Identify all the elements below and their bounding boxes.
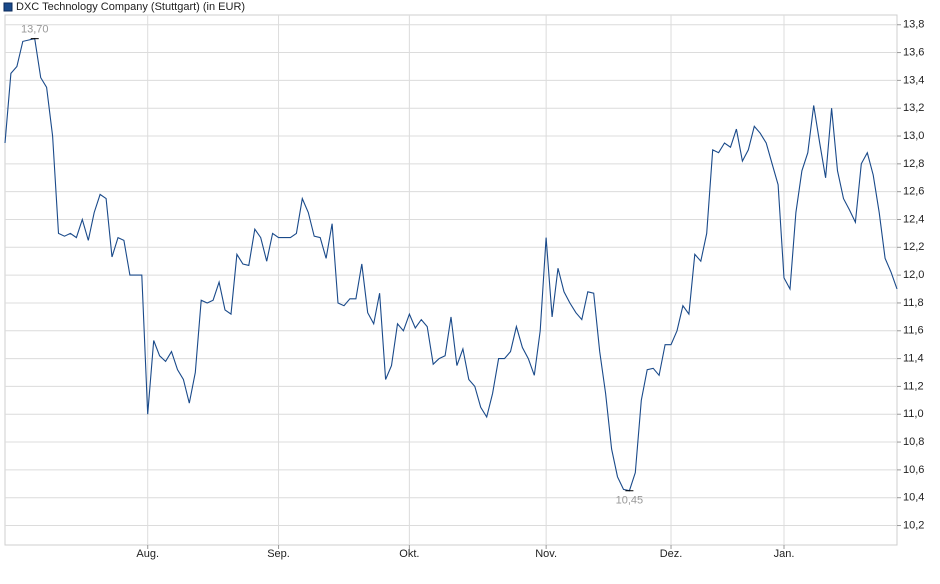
price-line	[4, 37, 898, 492]
y-tick-label: 13,4	[903, 74, 924, 86]
y-tick-label: 11,2	[903, 380, 924, 392]
plot-frame	[4, 14, 898, 546]
y-tick-label: 13,6	[903, 46, 924, 58]
y-tick-label: 11,8	[903, 297, 924, 309]
y-tick-label: 13,2	[903, 102, 924, 114]
x-tick-label: Sep.	[267, 548, 290, 560]
chart-title: DXC Technology Company (Stuttgart) (in E…	[16, 1, 245, 13]
y-tick-label: 11,0	[903, 408, 924, 420]
y-tick-label: 10,6	[903, 464, 924, 476]
y-tick-label: 12,6	[903, 186, 924, 198]
x-tick-label: Dez.	[660, 548, 683, 560]
x-tick-label: Okt.	[399, 548, 419, 560]
extreme-label: 10,45	[616, 495, 644, 507]
y-tick-label: 10,2	[903, 519, 924, 531]
x-tick-label: Jan.	[774, 548, 795, 560]
y-tick-label: 12,4	[903, 213, 924, 225]
y-tick-label: 12,2	[903, 241, 924, 253]
y-tick-label: 13,0	[903, 130, 924, 142]
y-tick-label: 12,0	[903, 269, 924, 281]
y-tick-label: 10,8	[903, 436, 924, 448]
legend-swatch	[3, 2, 13, 12]
x-tick-label: Aug.	[136, 548, 159, 560]
x-tick-label: Nov.	[535, 548, 557, 560]
y-tick-label: 10,4	[903, 492, 924, 504]
y-tick-label: 11,6	[903, 325, 924, 337]
extreme-label: 13,70	[21, 24, 49, 36]
y-tick-label: 13,8	[903, 19, 924, 31]
y-tick-label: 11,4	[903, 353, 924, 365]
y-tick-label: 12,8	[903, 158, 924, 170]
